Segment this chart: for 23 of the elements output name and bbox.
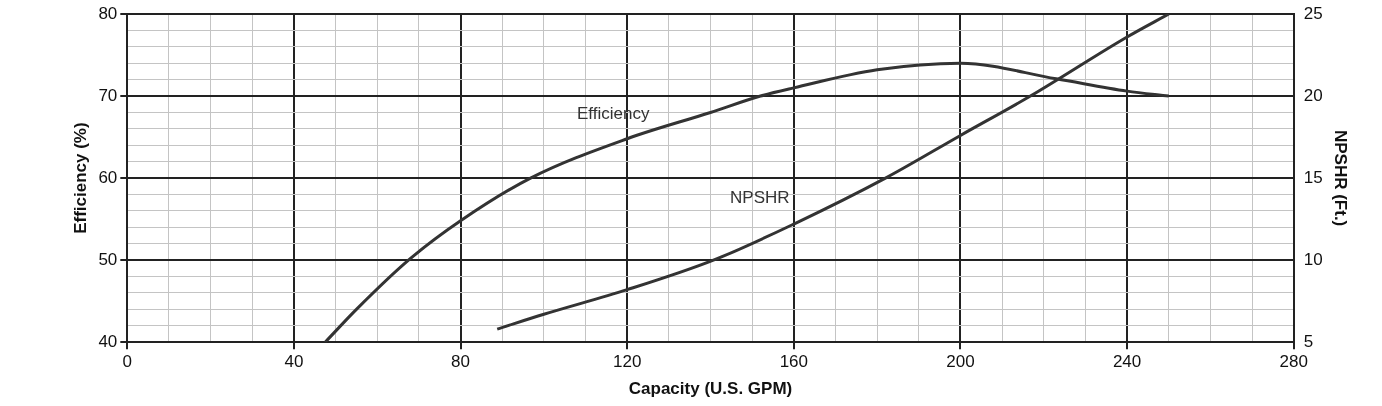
y-tick-label: 40 <box>98 331 118 351</box>
y2-axis-title: NPSHR (Ft.) <box>1331 129 1351 227</box>
y-tick-label: 60 <box>98 167 118 187</box>
y-tick-label: 70 <box>98 85 118 105</box>
x-tick-label: 0 <box>122 352 133 372</box>
y-tick-label: 80 <box>98 3 118 23</box>
x-tick-label: 160 <box>779 352 808 372</box>
x-tick-label: 240 <box>1112 352 1142 372</box>
x-tick-label: 40 <box>284 352 304 372</box>
x-tick-label: 120 <box>613 352 642 372</box>
y-axis-title: Efficiency (%) <box>70 122 90 234</box>
y2-tick-label: 20 <box>1303 85 1323 105</box>
x-axis-title: Capacity (U.S. GPM) <box>628 379 793 399</box>
y2-tick-label: 15 <box>1303 167 1323 187</box>
x-tick-label: 200 <box>946 352 975 372</box>
x-tick-label: 80 <box>451 352 471 372</box>
x-tick-label: 280 <box>1279 352 1308 372</box>
y2-tick-label: 10 <box>1303 249 1323 269</box>
y-tick-label: 50 <box>98 249 118 269</box>
series-label: NPSHR <box>730 187 790 207</box>
series-label: Efficiency <box>576 104 650 124</box>
y2-tick-label: 5 <box>1303 331 1314 351</box>
y2-tick-label: 25 <box>1303 3 1323 23</box>
